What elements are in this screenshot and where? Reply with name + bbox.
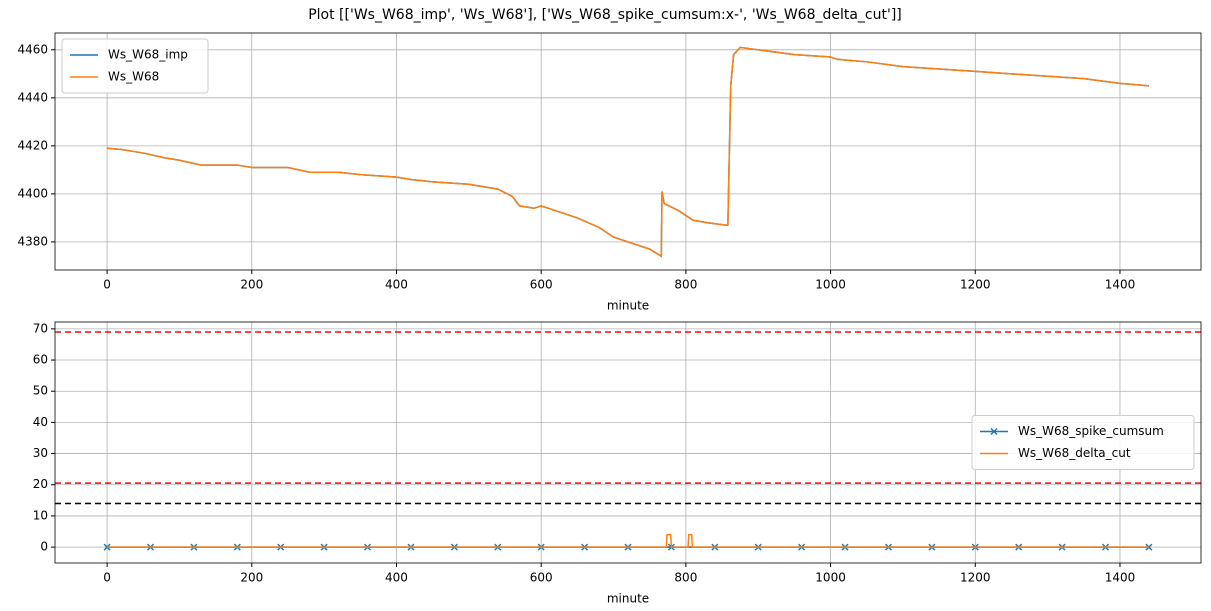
x-tick-label: 800 xyxy=(674,571,697,585)
x-tick-label: 200 xyxy=(240,571,263,585)
y-tick-label: 4380 xyxy=(17,234,48,248)
marker xyxy=(1145,543,1153,551)
x-tick-label: 400 xyxy=(385,571,408,585)
y-tick-label: 10 xyxy=(33,508,48,522)
y-tick-label: 4460 xyxy=(17,42,48,56)
x-tick-label: 1000 xyxy=(815,571,846,585)
data-line xyxy=(107,46,1149,258)
legend-label: Ws_W68 xyxy=(108,70,159,84)
axes-frame xyxy=(54,321,1202,564)
x-tick-label: 1200 xyxy=(960,571,991,585)
x-tick-label: 800 xyxy=(674,278,697,292)
x-tick-label: 1200 xyxy=(960,278,991,292)
y-tick-label: 4400 xyxy=(17,186,48,200)
x-tick-label: 600 xyxy=(530,278,553,292)
x-tick-label: 200 xyxy=(240,278,263,292)
legend-label: Ws_W68_spike_cumsum xyxy=(1018,424,1164,438)
y-tick-label: 40 xyxy=(33,415,48,429)
legend-marker xyxy=(990,427,998,436)
x-tick-label: 0 xyxy=(103,571,111,585)
x-axis-label: minute xyxy=(607,299,649,313)
x-tick-label: 0 xyxy=(103,278,111,292)
y-tick-label: 0 xyxy=(40,540,48,554)
figure-title: Plot [['Ws_W68_imp', 'Ws_W68'], ['Ws_W68… xyxy=(308,7,902,23)
x-tick-label: 1400 xyxy=(1105,278,1136,292)
data-line xyxy=(107,533,1149,548)
x-tick-label: 1000 xyxy=(815,278,846,292)
x-tick-label: 600 xyxy=(530,571,553,585)
legend-label: Ws_W68_imp xyxy=(108,48,188,62)
legend-box xyxy=(61,38,209,94)
x-tick-label: 400 xyxy=(385,278,408,292)
axes-frame xyxy=(54,32,1202,271)
plot-area xyxy=(107,46,1149,258)
y-tick-label: 60 xyxy=(33,353,48,367)
y-tick-label: 70 xyxy=(33,321,48,335)
y-tick-label: 50 xyxy=(33,384,48,398)
y-tick-label: 30 xyxy=(33,446,48,460)
y-tick-label: 4420 xyxy=(17,138,48,152)
plot-area xyxy=(55,331,1201,551)
legend-label: Ws_W68_delta_cut xyxy=(1018,446,1131,460)
y-tick-label: 20 xyxy=(33,477,48,491)
legend-box xyxy=(971,415,1195,470)
x-tick-label: 1400 xyxy=(1105,571,1136,585)
y-tick-label: 4440 xyxy=(17,90,48,104)
x-axis-label: minute xyxy=(607,592,649,606)
